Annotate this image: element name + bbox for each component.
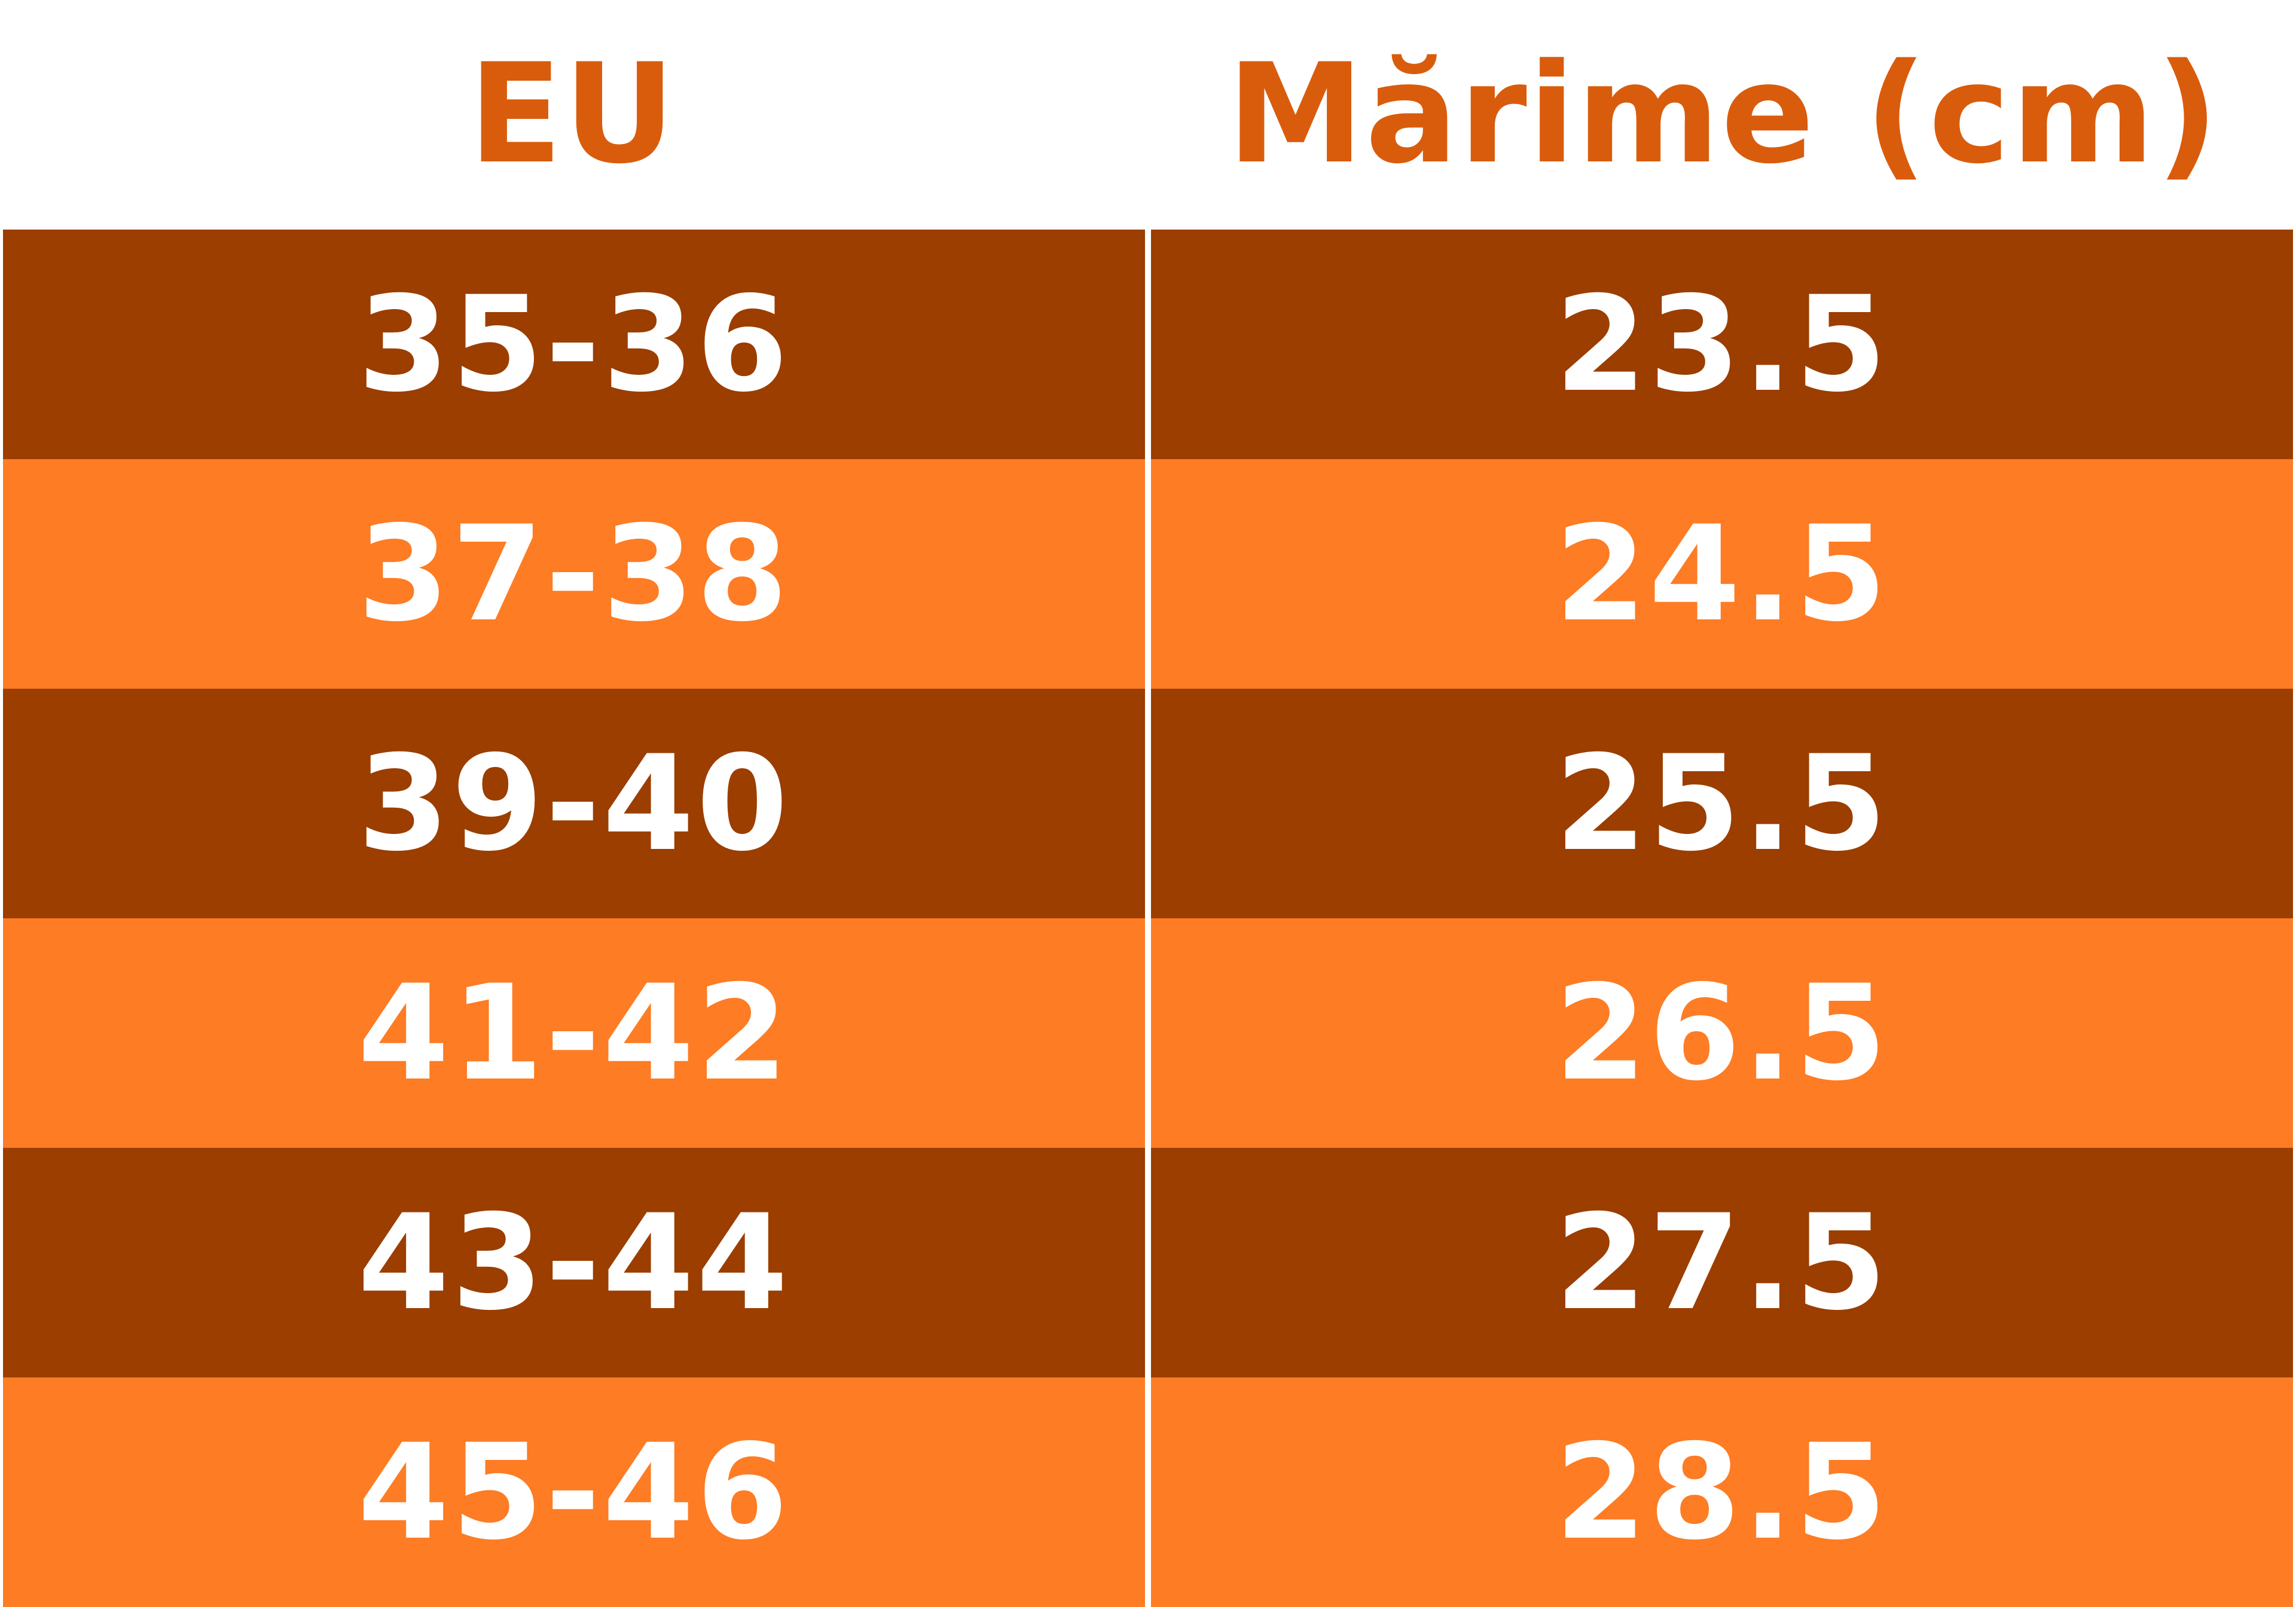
eu-size-cell: 45-46 — [3, 1377, 1145, 1607]
size-cm-cell: 25.5 — [1151, 689, 2293, 918]
eu-size-cell: 35-36 — [3, 230, 1145, 459]
table-row: 37-38 24.5 — [0, 459, 2296, 689]
column-header-eu: EU — [468, 35, 677, 194]
table-row: 45-46 28.5 — [0, 1377, 2296, 1607]
table-header-row: EU Mărime (cm) — [0, 0, 2296, 230]
size-cm-cell: 26.5 — [1151, 918, 2293, 1148]
eu-size-cell: 37-38 — [3, 459, 1145, 689]
table-body: 35-36 23.5 37-38 24.5 39-40 25.5 41-42 2… — [0, 230, 2296, 1607]
size-cm-cell: 28.5 — [1151, 1377, 2293, 1607]
table-row: 41-42 26.5 — [0, 918, 2296, 1148]
size-cm-cell: 27.5 — [1151, 1148, 2293, 1377]
table-row: 35-36 23.5 — [0, 230, 2296, 459]
table-row: 39-40 25.5 — [0, 689, 2296, 918]
eu-size-cell: 41-42 — [3, 918, 1145, 1148]
table-row: 43-44 27.5 — [0, 1148, 2296, 1377]
size-cm-cell: 23.5 — [1151, 230, 2293, 459]
eu-size-cell: 43-44 — [3, 1148, 1145, 1377]
size-cm-cell: 24.5 — [1151, 459, 2293, 689]
column-header-size-cm: Mărime (cm) — [1227, 35, 2220, 194]
eu-size-cell: 39-40 — [3, 689, 1145, 918]
